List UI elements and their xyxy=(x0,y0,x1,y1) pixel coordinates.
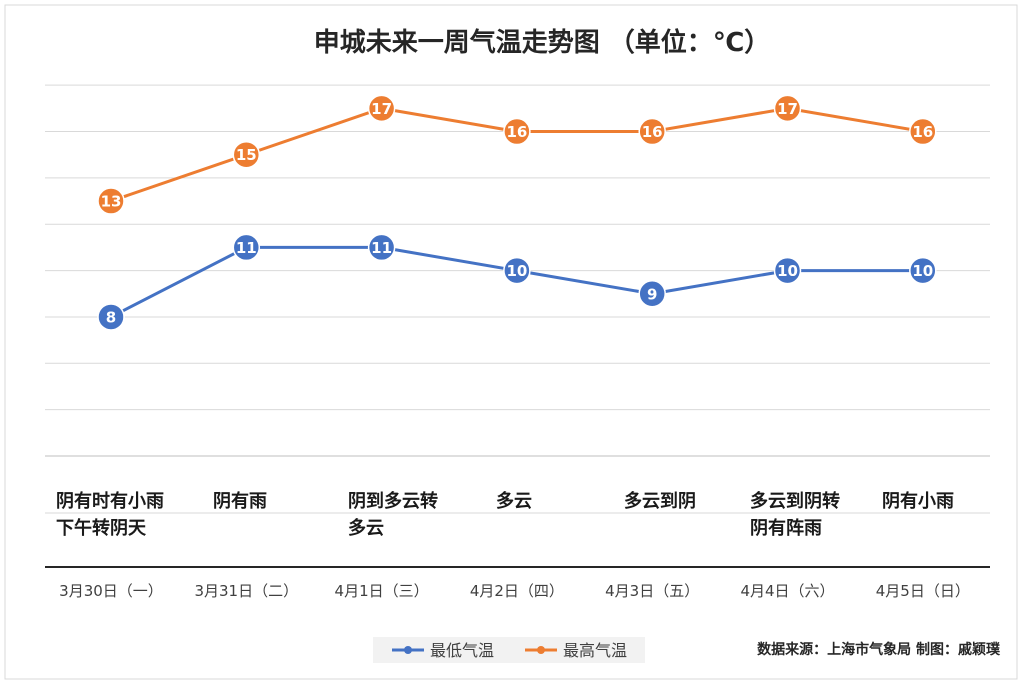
data-point xyxy=(909,256,937,285)
data-point xyxy=(367,233,396,262)
data-label: 11 xyxy=(236,239,257,257)
data-point xyxy=(503,256,531,285)
weather-label: 多云 xyxy=(348,517,384,539)
x-tick-label: 4月2日（四） xyxy=(470,582,564,600)
data-label: 15 xyxy=(236,146,257,164)
x-tick-label: 4月5日（日） xyxy=(876,582,970,600)
weather-label: 阴有阵雨 xyxy=(750,517,822,539)
data-label: 16 xyxy=(642,123,663,141)
data-point xyxy=(367,94,396,123)
data-label: 9 xyxy=(647,285,657,303)
x-tick-label: 4月1日（三） xyxy=(335,582,429,600)
x-tick-label: 3月31日（二） xyxy=(194,582,298,600)
data-label: 16 xyxy=(912,123,933,141)
data-label: 16 xyxy=(506,123,527,141)
data-label: 8 xyxy=(106,308,116,326)
legend-marker xyxy=(537,646,545,654)
x-tick-label: 4月3日（五） xyxy=(605,582,699,600)
data-label: 10 xyxy=(912,262,933,280)
legend-marker xyxy=(404,646,412,654)
data-point xyxy=(773,256,802,285)
weather-label: 阴到多云转 xyxy=(348,490,438,512)
data-label: 11 xyxy=(371,239,392,257)
data-point xyxy=(909,117,937,146)
data-point xyxy=(232,233,261,262)
data-point xyxy=(773,94,802,123)
data-point xyxy=(503,117,531,146)
data-label: 17 xyxy=(371,100,392,118)
weather-label: 多云到阴转 xyxy=(750,490,840,512)
data-point xyxy=(232,140,261,169)
chart-title: 申城未来一周气温走势图 （单位：℃） xyxy=(314,27,771,58)
weather-label: 阴有小雨 xyxy=(882,490,954,512)
data-label: 13 xyxy=(101,193,122,211)
x-tick-label: 3月30日（一） xyxy=(59,582,163,600)
data-point xyxy=(638,280,666,308)
weather-label: 多云 xyxy=(496,490,532,512)
data-point xyxy=(97,187,125,215)
data-label: 10 xyxy=(777,262,798,280)
weather-label: 多云到阴 xyxy=(624,490,696,512)
data-point xyxy=(638,117,666,146)
data-point xyxy=(97,303,125,331)
chart-border xyxy=(4,4,1018,680)
x-tick-label: 4月4日（六） xyxy=(740,582,834,600)
weather-label: 下午转阴天 xyxy=(56,517,147,539)
data-label: 17 xyxy=(777,100,798,118)
data-label: 10 xyxy=(506,262,527,280)
weather-label: 阴有时有小雨 xyxy=(56,490,164,512)
legend-label: 最低气温 xyxy=(430,641,494,660)
weather-label: 阴有雨 xyxy=(213,490,267,512)
source-note: 数据来源：上海市气象局 制图：戚颖璞 xyxy=(757,641,1001,658)
legend-label: 最高气温 xyxy=(563,641,627,660)
